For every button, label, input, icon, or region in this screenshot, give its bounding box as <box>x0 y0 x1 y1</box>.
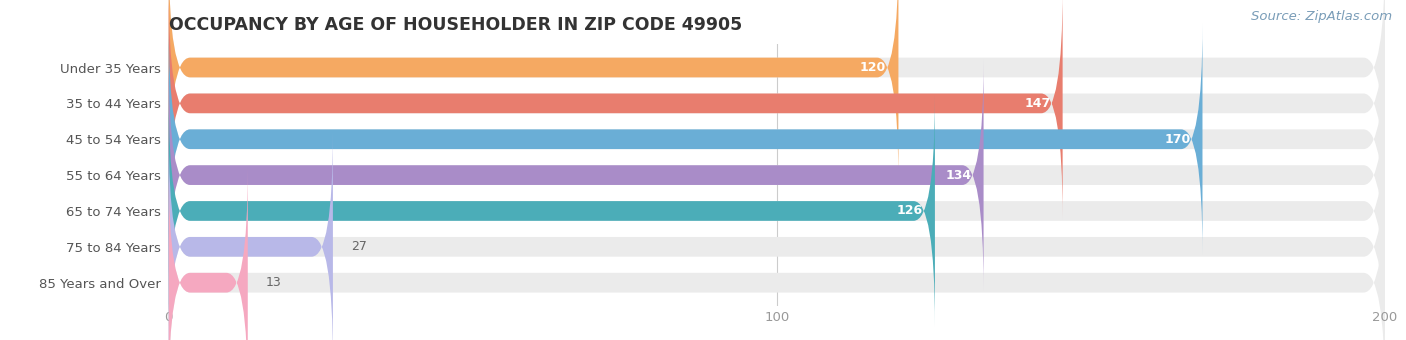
Text: 170: 170 <box>1164 133 1191 146</box>
Text: 134: 134 <box>945 169 972 182</box>
FancyBboxPatch shape <box>169 23 1385 255</box>
Text: 13: 13 <box>266 276 281 289</box>
FancyBboxPatch shape <box>169 23 1202 255</box>
Text: 120: 120 <box>860 61 886 74</box>
FancyBboxPatch shape <box>169 167 1385 340</box>
Text: OCCUPANCY BY AGE OF HOUSEHOLDER IN ZIP CODE 49905: OCCUPANCY BY AGE OF HOUSEHOLDER IN ZIP C… <box>169 16 742 34</box>
FancyBboxPatch shape <box>169 0 1063 219</box>
FancyBboxPatch shape <box>169 0 898 183</box>
FancyBboxPatch shape <box>169 167 247 340</box>
Text: 147: 147 <box>1024 97 1050 110</box>
Text: 126: 126 <box>897 204 922 218</box>
Text: Source: ZipAtlas.com: Source: ZipAtlas.com <box>1251 10 1392 23</box>
FancyBboxPatch shape <box>169 0 1385 183</box>
FancyBboxPatch shape <box>169 59 984 291</box>
Text: 27: 27 <box>352 240 367 253</box>
FancyBboxPatch shape <box>169 95 1385 327</box>
FancyBboxPatch shape <box>169 131 333 340</box>
FancyBboxPatch shape <box>169 95 935 327</box>
FancyBboxPatch shape <box>169 0 1385 219</box>
FancyBboxPatch shape <box>169 59 1385 291</box>
FancyBboxPatch shape <box>169 131 1385 340</box>
